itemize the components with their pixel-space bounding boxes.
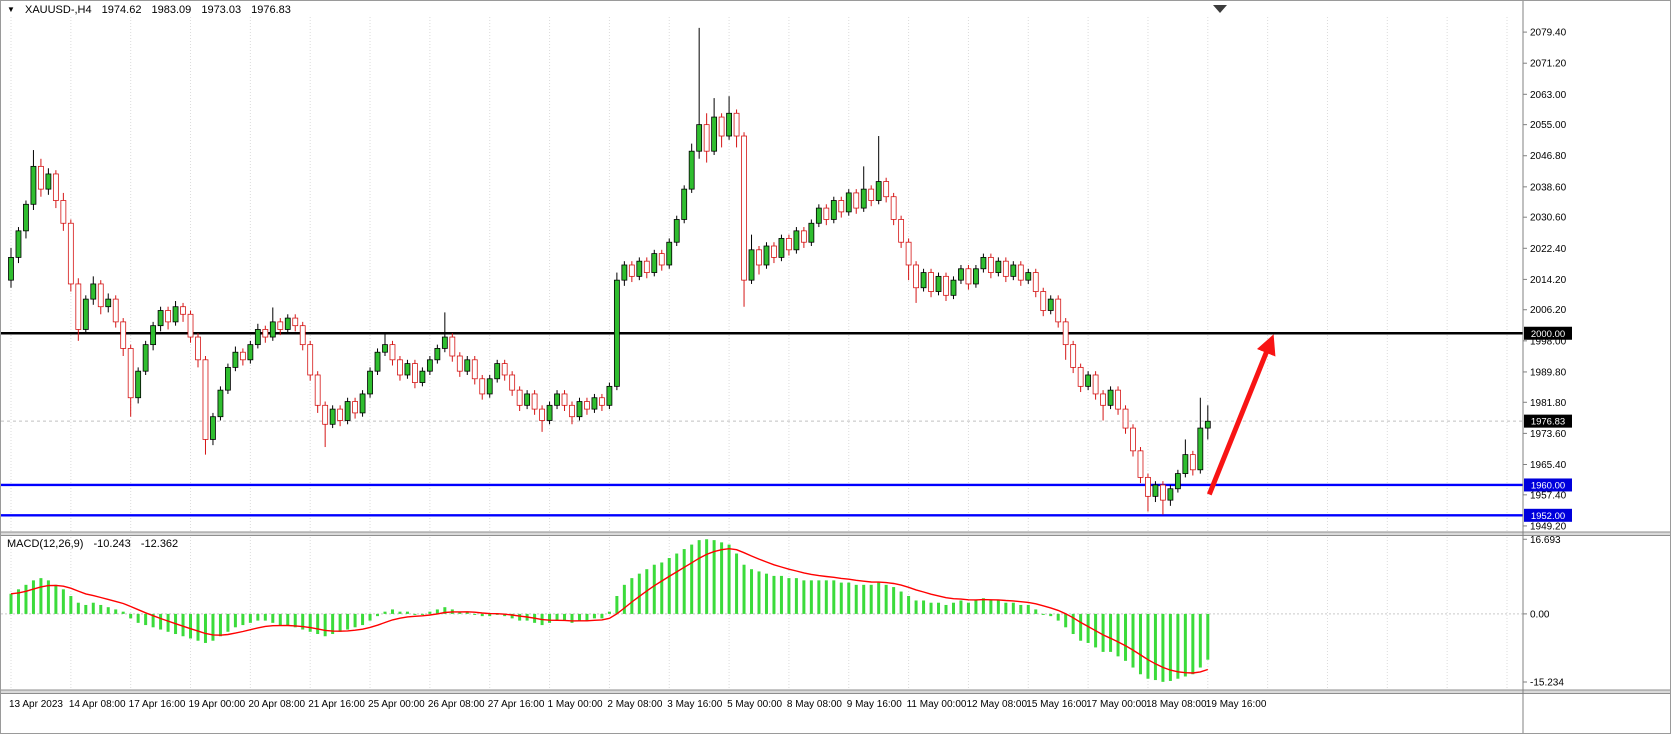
- svg-text:2000.00: 2000.00: [1531, 329, 1565, 340]
- svg-text:1998.00: 1998.00: [1530, 336, 1567, 347]
- chart-shift-marker[interactable]: [1213, 5, 1227, 13]
- svg-text:1957.40: 1957.40: [1530, 490, 1567, 501]
- svg-text:19 May 16:00: 19 May 16:00: [1206, 699, 1267, 710]
- svg-text:15 May 16:00: 15 May 16:00: [1026, 699, 1087, 710]
- svg-text:2071.20: 2071.20: [1530, 59, 1567, 70]
- svg-text:2014.20: 2014.20: [1530, 275, 1567, 286]
- svg-text:2006.20: 2006.20: [1530, 305, 1567, 316]
- svg-text:1949.20: 1949.20: [1530, 521, 1567, 532]
- svg-text:26 Apr 08:00: 26 Apr 08:00: [428, 699, 485, 710]
- svg-text:2079.40: 2079.40: [1530, 28, 1567, 39]
- svg-text:0.00: 0.00: [1530, 609, 1550, 620]
- svg-text:1 May 00:00: 1 May 00:00: [548, 699, 603, 710]
- svg-text:3 May 16:00: 3 May 16:00: [667, 699, 722, 710]
- svg-text:1952.00: 1952.00: [1531, 511, 1565, 522]
- svg-text:2 May 08:00: 2 May 08:00: [607, 699, 662, 710]
- price-axis[interactable]: 2079.40 2071.20 2063.00 2055.00 2046.80 2038.…: [1522, 1, 1567, 734]
- svg-text:16.693: 16.693: [1530, 535, 1561, 546]
- svg-text:14 Apr 08:00: 14 Apr 08:00: [69, 699, 126, 710]
- svg-text:25 Apr 00:00: 25 Apr 00:00: [368, 699, 425, 710]
- price-tags: 2000.00 1976.83 1960.00 1952.00: [1524, 326, 1572, 522]
- svg-text:13 Apr 2023: 13 Apr 2023: [9, 699, 63, 710]
- svg-text:1960.00: 1960.00: [1531, 480, 1565, 491]
- svg-text:12 May 08:00: 12 May 08:00: [966, 699, 1027, 710]
- trend-arrow[interactable]: [1206, 334, 1276, 496]
- svg-text:5 May 00:00: 5 May 00:00: [727, 699, 782, 710]
- svg-text:11 May 00:00: 11 May 00:00: [907, 699, 967, 710]
- panel-dividers[interactable]: [1, 531, 1671, 694]
- svg-text:17 May 00:00: 17 May 00:00: [1086, 699, 1147, 710]
- svg-text:2046.80: 2046.80: [1530, 151, 1567, 162]
- svg-text:19 Apr 00:00: 19 Apr 00:00: [189, 699, 246, 710]
- svg-text:2055.00: 2055.00: [1530, 120, 1567, 131]
- macd-signal-line: [10, 547, 1209, 674]
- svg-text:1981.80: 1981.80: [1530, 398, 1567, 409]
- svg-text:21 Apr 16:00: 21 Apr 16:00: [308, 699, 365, 710]
- svg-text:20 Apr 08:00: 20 Apr 08:00: [248, 699, 305, 710]
- svg-text:1965.40: 1965.40: [1530, 460, 1567, 471]
- candles-layer: [8, 27, 1211, 515]
- svg-text:27 Apr 16:00: 27 Apr 16:00: [488, 699, 545, 710]
- svg-text:18 May 08:00: 18 May 08:00: [1146, 699, 1207, 710]
- svg-text:2022.40: 2022.40: [1530, 244, 1567, 255]
- macd-axis[interactable]: 16.693 0.00 -15.234: [1523, 535, 1564, 689]
- time-axis[interactable]: 13 Apr 2023 14 Apr 08:00 17 Apr 16:00 19 Ap…: [9, 699, 1267, 710]
- svg-text:-15.234: -15.234: [1530, 677, 1564, 688]
- svg-text:1989.80: 1989.80: [1530, 367, 1567, 378]
- svg-text:1976.83: 1976.83: [1531, 417, 1565, 428]
- svg-text:1973.60: 1973.60: [1530, 429, 1567, 440]
- svg-text:2038.60: 2038.60: [1530, 182, 1567, 193]
- svg-text:17 Apr 16:00: 17 Apr 16:00: [129, 699, 186, 710]
- svg-text:2030.60: 2030.60: [1530, 213, 1567, 224]
- svg-text:2063.00: 2063.00: [1530, 90, 1567, 101]
- svg-text:8 May 08:00: 8 May 08:00: [787, 699, 842, 710]
- svg-text:9 May 16:00: 9 May 16:00: [847, 699, 902, 710]
